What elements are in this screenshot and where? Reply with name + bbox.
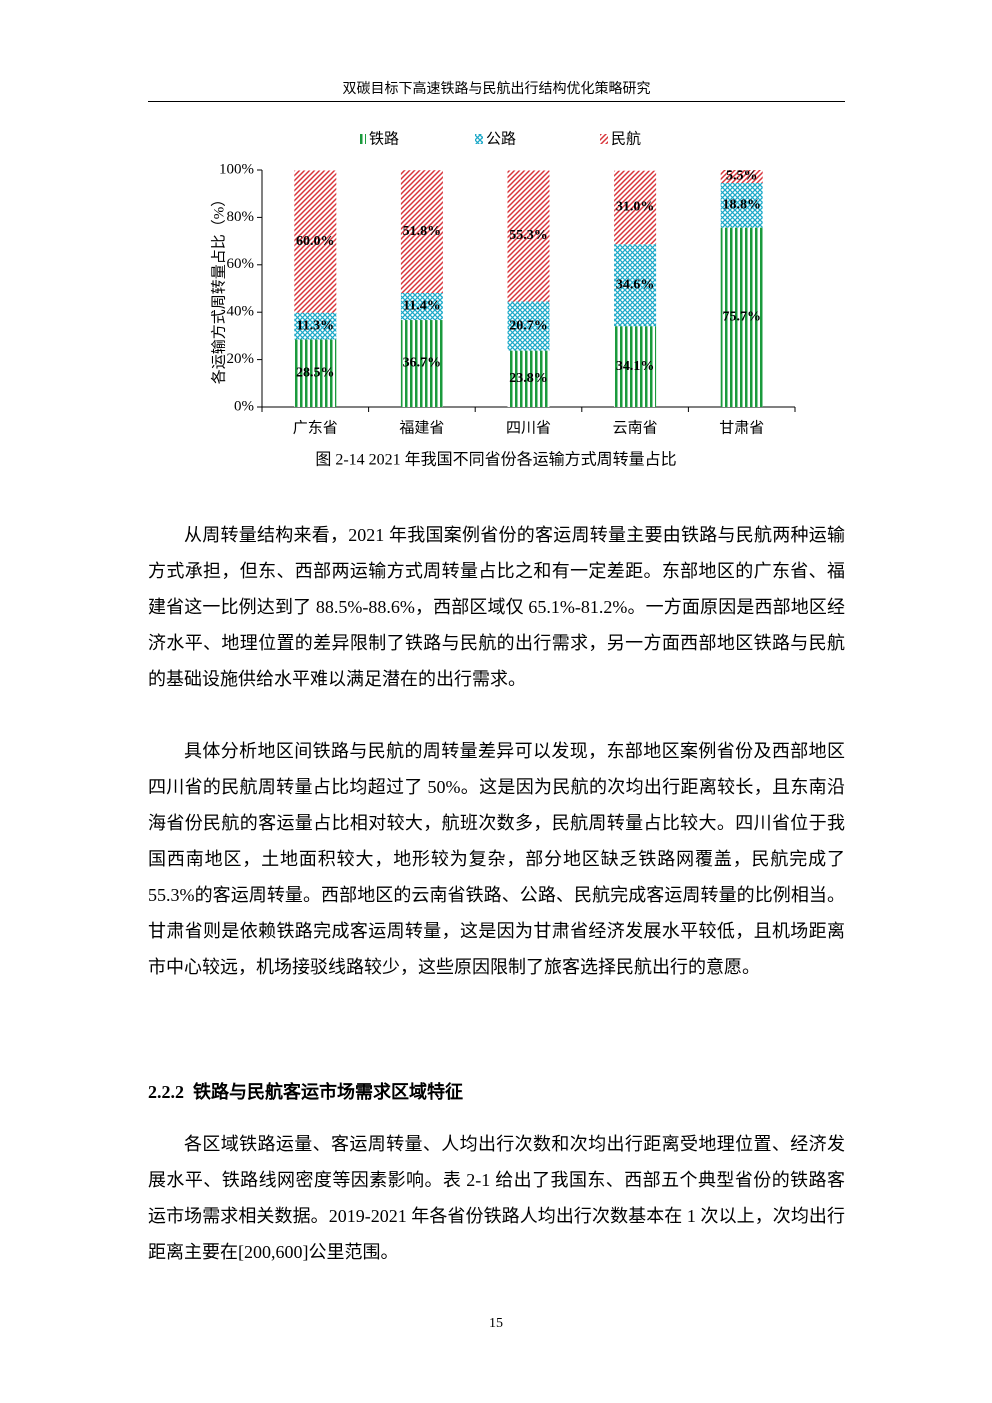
chart: 各运输方式周转量占比（%） 图 2-14 2021 年我国不同省份各运输方式周转…: [210, 130, 796, 469]
section-title: 铁路与民航客运市场需求区域特征: [193, 1082, 463, 1102]
page-number: 15: [489, 1316, 503, 1331]
value-label: 5.5%: [726, 169, 758, 184]
bar-segment: [294, 339, 337, 407]
bar-segment: [294, 312, 337, 340]
bar-segment: [720, 183, 763, 228]
bar-segment: [400, 170, 443, 294]
legend-label: 铁路: [369, 130, 399, 147]
y-tick-label: 80%: [227, 209, 255, 225]
figure-caption: 图 2-14 2021 年我国不同省份各运输方式周转量占比: [315, 451, 676, 469]
value-label: 51.8%: [403, 224, 442, 239]
y-axis-label: 各运输方式周转量占比（%）: [210, 192, 227, 385]
bar-segment: [400, 293, 443, 321]
value-label: 11.4%: [403, 299, 441, 314]
bar-segment: [720, 170, 763, 184]
x-tick-label: 云南省: [613, 419, 658, 436]
paragraph: 具体分析地区间铁路与民航的周转量差异可以发现，东部地区案例省份及西部地区四川省的…: [148, 741, 845, 977]
bar-segment: [507, 350, 550, 407]
paragraph: 从周转量结构来看，2021 年我国案例省份的客运周转量主要由铁路与民航两种运输方…: [148, 525, 845, 689]
bar-segment: [720, 227, 763, 407]
bar-segment: [614, 244, 657, 327]
legend-swatch: [358, 134, 366, 144]
y-tick-label: 20%: [227, 351, 255, 367]
bar-segment: [614, 170, 657, 245]
value-label: 11.3%: [296, 318, 334, 333]
x-tick-label: 四川省: [506, 419, 551, 436]
y-tick-label: 0%: [234, 398, 254, 414]
x-tick-label: 甘肃省: [719, 419, 764, 436]
paragraph: 各区域铁路运量、客运周转量、人均出行次数和次均出行距离受地理位置、经济发展水平、…: [148, 1134, 845, 1262]
value-label: 60.0%: [296, 234, 335, 249]
value-label: 75.7%: [722, 310, 761, 325]
section-number: 2.2.2: [148, 1082, 184, 1102]
y-tick-label: 60%: [227, 256, 255, 272]
running-header: 双碳目标下高速铁路与民航出行结构优化策略研究: [342, 82, 651, 97]
bar-segment: [400, 320, 443, 407]
bar-segment: [294, 170, 337, 313]
value-label: 28.5%: [296, 365, 335, 380]
value-label: 36.7%: [403, 356, 442, 371]
header-rule: [148, 101, 845, 102]
value-label: 31.0%: [616, 200, 655, 215]
x-tick-label: 广东省: [293, 419, 338, 436]
legend-label: 公路: [486, 130, 516, 147]
bar-segment: [507, 170, 550, 302]
value-label: 34.6%: [616, 277, 655, 292]
x-tick-label: 福建省: [399, 419, 444, 436]
bar-segment: [614, 326, 657, 407]
legend-label: 民航: [611, 130, 641, 147]
value-label: 55.3%: [509, 228, 548, 243]
y-tick-label: 40%: [227, 304, 255, 320]
value-label: 20.7%: [509, 318, 548, 333]
legend-swatch: [475, 134, 483, 144]
value-label: 18.8%: [722, 198, 761, 213]
bar-segment: [507, 301, 550, 351]
y-tick-label: 100%: [219, 161, 254, 177]
value-label: 23.8%: [509, 371, 548, 386]
section-heading: 2.2.2 铁路与民航客运市场需求区域特征: [148, 1078, 463, 1104]
value-label: 34.1%: [616, 359, 655, 374]
legend-swatch: [600, 134, 608, 144]
